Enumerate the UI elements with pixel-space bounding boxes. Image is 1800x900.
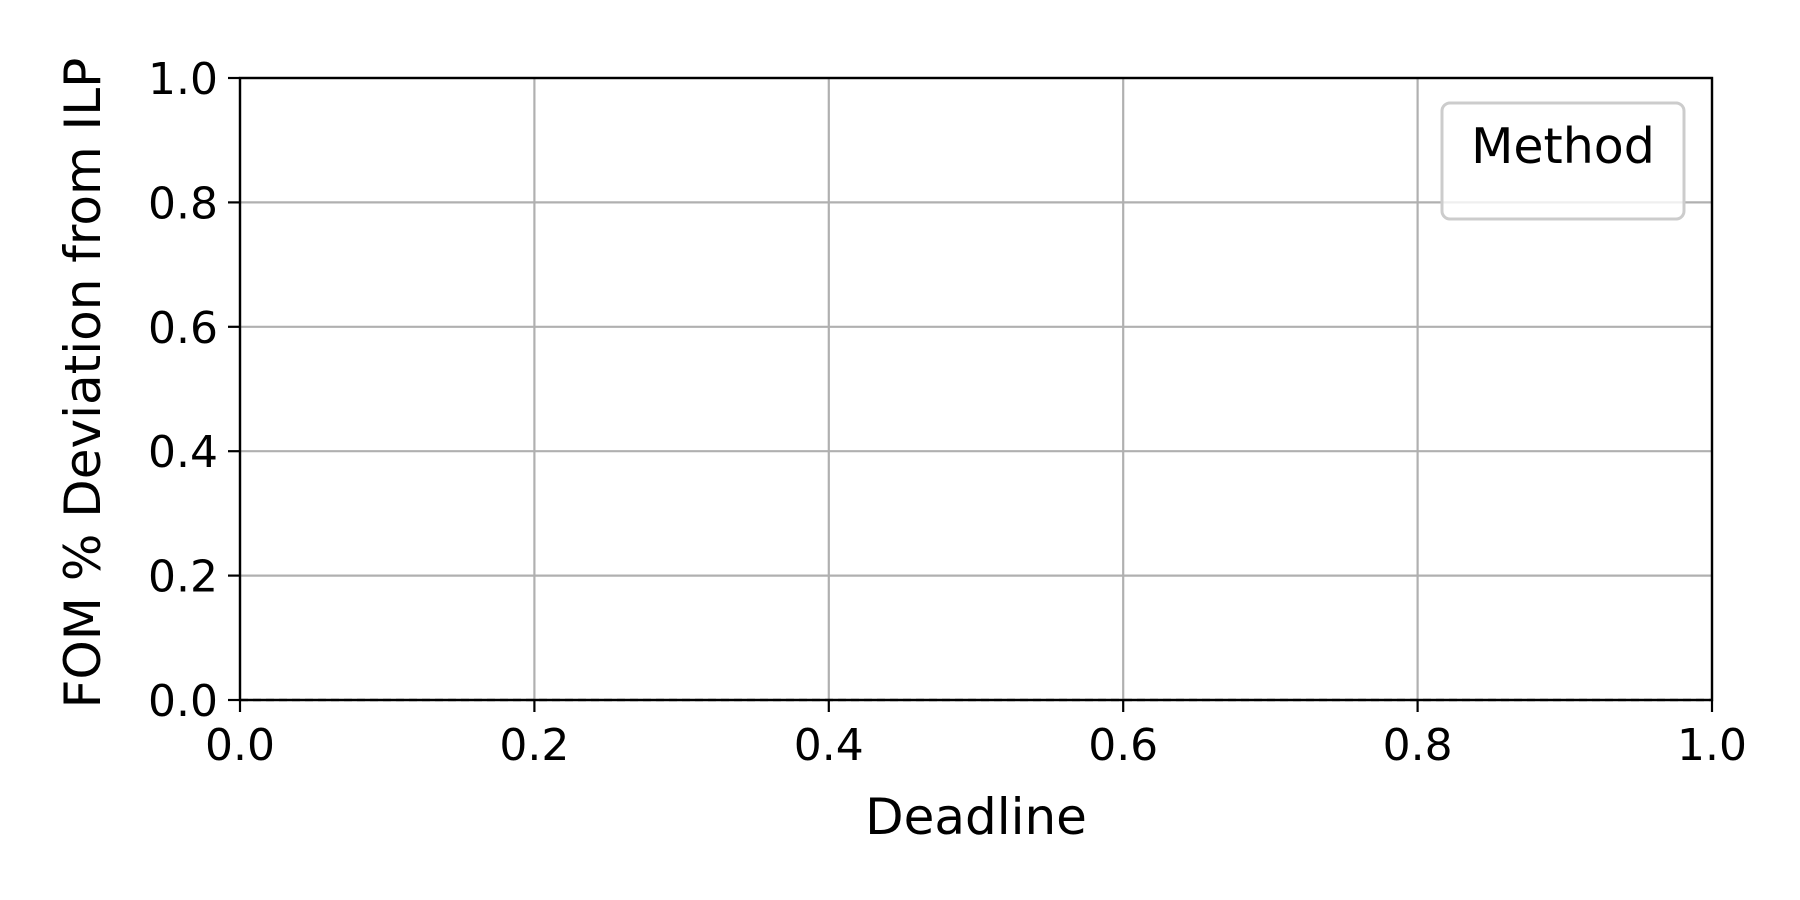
y-tick-label: 0.2 <box>148 552 218 603</box>
axis-tick-labels: 0.0 0.2 0.4 0.6 0.8 1.0 0.0 0.2 0.4 0.6 0.8 1.0 <box>148 54 1747 771</box>
x-tick-label: 0.6 <box>1088 720 1158 771</box>
y-tick-label: 0.4 <box>148 427 218 478</box>
x-tick-label: 0.4 <box>794 720 864 771</box>
x-tick-label: 0.8 <box>1383 720 1453 771</box>
y-tick-label: 1.0 <box>148 54 218 105</box>
plot-area-frame <box>238 76 1714 702</box>
legend-title: Method <box>1471 118 1655 175</box>
y-axis-label: FOM % Deviation from ILP <box>54 58 112 709</box>
y-tick-label: 0.8 <box>148 178 218 229</box>
axis-ticks <box>228 76 1714 712</box>
x-tick-label: 1.0 <box>1677 720 1747 771</box>
x-tick-label: 0.0 <box>205 720 275 771</box>
x-tick-label: 0.2 <box>499 720 569 771</box>
y-tick-label: 0.6 <box>148 303 218 354</box>
legend: Method <box>1440 101 1686 221</box>
y-tick-label: 0.0 <box>148 676 218 727</box>
x-axis-label: Deadline <box>865 788 1087 846</box>
legend-box <box>1440 101 1686 221</box>
